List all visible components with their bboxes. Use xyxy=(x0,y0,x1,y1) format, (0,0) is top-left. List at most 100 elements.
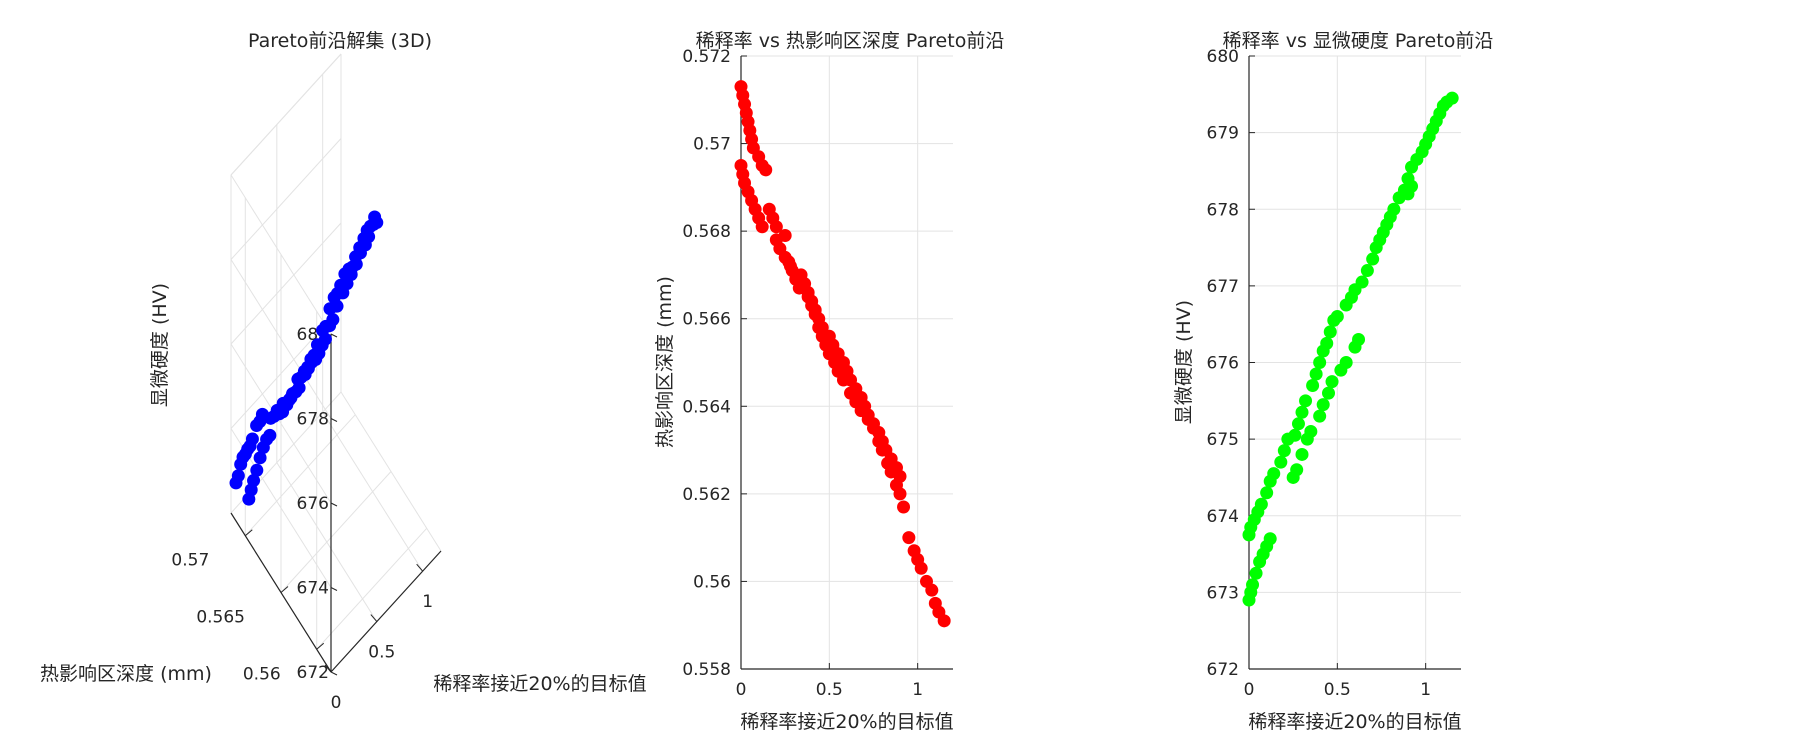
tick3d-z-mark xyxy=(330,587,338,591)
grid3d-backwall-line xyxy=(230,222,342,345)
hardness-data-point xyxy=(1313,409,1327,423)
tick3d-z-label: 672 xyxy=(297,663,329,683)
subplot-hardness-ylabel: 显微硬度 (HV) xyxy=(1173,300,1195,424)
tick3d-z-mark xyxy=(330,333,338,338)
point3d-data-point xyxy=(247,474,261,488)
point3d-data-point xyxy=(250,463,264,477)
haz-data-point xyxy=(815,320,829,334)
haz-data-point xyxy=(893,469,907,483)
subplot-hardness-points xyxy=(1242,91,1459,607)
tick3d-y-mark xyxy=(316,642,325,650)
hardness-data-point xyxy=(1360,264,1374,278)
grid3d-floor-line xyxy=(280,471,392,593)
grid3d-sidewall-line xyxy=(230,343,332,504)
tick3d-x-mark xyxy=(416,563,424,572)
haz-xtick-label: 1 xyxy=(912,680,923,700)
subplot-3d-points xyxy=(229,210,384,506)
subplot-hardness-ticks: 0 0.5 1 672 673 674 675 676 677 678 679 680 xyxy=(1207,47,1461,700)
hardness-data-point xyxy=(1339,356,1353,369)
haz-data-point xyxy=(902,531,916,545)
hardness-ytick-label: 672 xyxy=(1207,660,1239,680)
tick3d-z-mark xyxy=(330,418,338,422)
subplot-3d-ylabel: 热影响区深度 (mm) xyxy=(40,663,212,685)
haz-data-point xyxy=(897,500,911,514)
hardness-ytick-label: 679 xyxy=(1207,124,1239,144)
hardness-data-point xyxy=(1313,356,1327,369)
tick3d-x-mark xyxy=(370,614,378,622)
subplot-3d: Pareto前沿解集 (3D) 0 0.5 1 0.56 0.565 0.57 672 674… xyxy=(40,30,647,713)
grid3d-edge xyxy=(340,391,442,552)
subplot-hardness-xlabel: 稀释率接近20%的目标值 xyxy=(1248,711,1461,733)
hardness-xtick-label: 0.5 xyxy=(1324,680,1351,700)
hardness-ytick-label: 673 xyxy=(1207,583,1239,603)
grid3d-sidewall-line xyxy=(230,174,332,335)
hardness-data-point xyxy=(1260,486,1274,500)
hardness-data-point xyxy=(1387,202,1401,216)
hardness-data-point xyxy=(1274,455,1288,469)
hardness-ytick-label: 676 xyxy=(1207,354,1239,374)
grid3d-edge xyxy=(230,53,342,176)
hardness-xtick-label: 1 xyxy=(1420,680,1431,700)
tick3d-y-label: 0.565 xyxy=(196,608,245,628)
hardness-data-point xyxy=(1254,497,1268,511)
subplot-haz-ylabel: 热影响区深度 (mm) xyxy=(654,276,676,448)
hardness-ytick-label: 680 xyxy=(1207,47,1239,67)
grid3d-backwall-line xyxy=(230,138,342,260)
tick3d-y-mark xyxy=(280,586,289,593)
hardness-data-point xyxy=(1295,405,1309,419)
grid3d-floor-line xyxy=(316,527,428,650)
haz-xtick-label: 0.5 xyxy=(816,680,843,700)
subplot-3d-zlabel: 显微硬度 (HV) xyxy=(149,283,171,407)
tick3d-x-label: 0 xyxy=(331,693,342,713)
hardness-data-point xyxy=(1316,398,1330,412)
hardness-data-point xyxy=(1306,378,1320,392)
haz-ytick-label: 0.564 xyxy=(682,397,731,417)
hardness-data-point xyxy=(1309,367,1323,381)
hardness-data-point xyxy=(1405,179,1419,193)
point3d-data-point xyxy=(245,432,259,446)
hardness-data-point xyxy=(1325,375,1339,389)
subplot-3d-grid xyxy=(230,53,442,673)
subplot-haz-title: 稀释率 vs 热影响区深度 Pareto前沿 xyxy=(696,30,1005,52)
hardness-data-point xyxy=(1366,252,1380,266)
haz-data-point xyxy=(925,583,939,597)
haz-ytick-label: 0.57 xyxy=(693,135,731,155)
point3d-data-point xyxy=(326,313,340,327)
subplot-dilution-vs-hardness: 稀释率 vs 显微硬度 Pareto前沿 0 0.5 1 672 673 674 675 67… xyxy=(1173,30,1493,733)
haz-data-point xyxy=(755,220,769,234)
hardness-data-point xyxy=(1355,275,1369,289)
subplot-haz-xlabel: 稀释率接近20%的目标值 xyxy=(740,711,953,733)
hardness-data-point xyxy=(1295,447,1309,461)
haz-ytick-label: 0.562 xyxy=(682,485,731,505)
haz-data-point xyxy=(937,614,951,628)
tick3d-x-mark xyxy=(324,664,332,673)
haz-data-point xyxy=(769,220,783,234)
subplot-haz-ticks: 0 0.5 1 0.558 0.56 0.562 0.564 0.566 0.568 0.57 0.… xyxy=(682,47,953,700)
tick3d-x-label: 1 xyxy=(422,592,433,612)
haz-ytick-label: 0.558 xyxy=(682,660,731,680)
tick3d-z-label: 674 xyxy=(297,579,329,599)
hardness-data-point xyxy=(1291,417,1305,431)
hardness-ytick-label: 675 xyxy=(1207,430,1239,450)
hardness-data-point xyxy=(1352,333,1366,347)
hardness-data-point xyxy=(1304,424,1318,438)
tick3d-z-label: 676 xyxy=(297,494,329,514)
haz-data-point xyxy=(914,561,928,575)
hardness-data-point xyxy=(1288,428,1302,442)
grid3d-sidewall-line xyxy=(230,259,332,419)
subplot-hardness-title: 稀释率 vs 显微硬度 Pareto前沿 xyxy=(1223,30,1494,52)
hardness-data-point xyxy=(1267,467,1281,481)
subplot-3d-title: Pareto前沿解集 (3D) xyxy=(248,30,432,52)
haz-data-point xyxy=(783,259,797,273)
haz-data-point xyxy=(893,487,907,501)
subplot-3d-xlabel: 稀释率接近20%的目标值 xyxy=(433,673,646,695)
haz-ytick-label: 0.566 xyxy=(682,310,731,330)
hardness-ytick-label: 677 xyxy=(1207,277,1239,297)
tick3d-y-mark xyxy=(244,529,253,537)
hardness-data-point xyxy=(1320,336,1334,350)
hardness-data-point xyxy=(1330,310,1344,324)
point3d-data-point xyxy=(253,451,267,465)
hardness-data-point xyxy=(1299,394,1313,408)
